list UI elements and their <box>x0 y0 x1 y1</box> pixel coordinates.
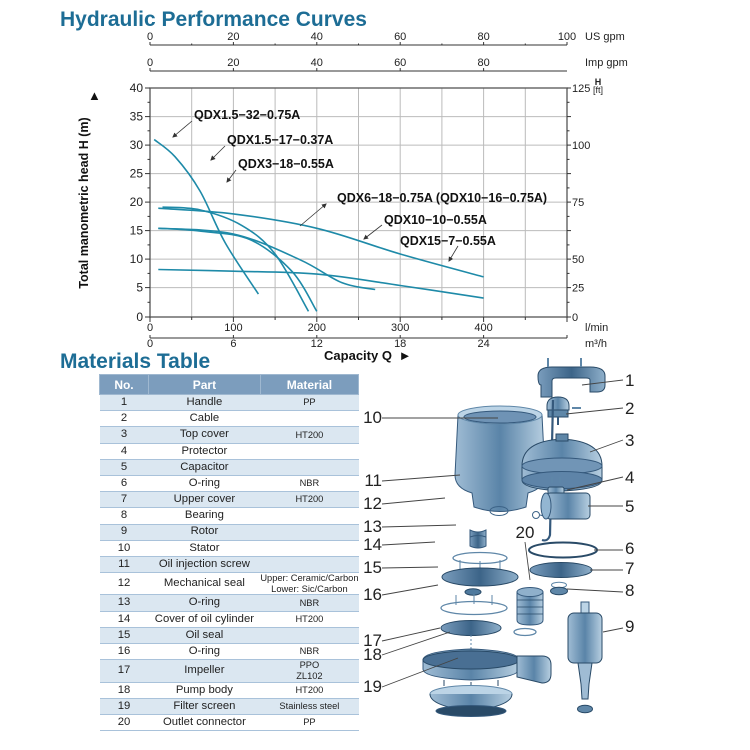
svg-text:20: 20 <box>130 195 144 209</box>
svg-text:►: ► <box>399 348 412 363</box>
svg-text:[ft]: [ft] <box>593 85 603 95</box>
svg-text:25: 25 <box>572 283 584 295</box>
svg-text:15: 15 <box>130 224 144 238</box>
svg-text:0: 0 <box>572 312 578 324</box>
svg-text:7: 7 <box>625 559 634 578</box>
svg-text:100: 100 <box>558 31 576 43</box>
svg-text:40: 40 <box>311 57 323 69</box>
svg-text:Capacity Q: Capacity Q <box>324 348 392 363</box>
svg-text:30: 30 <box>130 138 144 152</box>
svg-text:300: 300 <box>391 322 409 334</box>
svg-text:24: 24 <box>477 338 489 350</box>
svg-text:9: 9 <box>625 617 634 636</box>
svg-text:35: 35 <box>130 110 144 124</box>
svg-text:100: 100 <box>572 140 590 152</box>
svg-text:125: 125 <box>572 83 590 95</box>
svg-text:8: 8 <box>625 581 634 600</box>
svg-text:12: 12 <box>311 338 323 350</box>
svg-text:3: 3 <box>625 431 634 450</box>
svg-text:18: 18 <box>363 645 382 664</box>
svg-text:50: 50 <box>572 254 584 266</box>
svg-text:2: 2 <box>625 399 634 418</box>
svg-text:QDX1.5−17−0.37A: QDX1.5−17−0.37A <box>227 133 333 147</box>
svg-text:l/min: l/min <box>585 322 608 334</box>
svg-text:0: 0 <box>136 310 143 324</box>
svg-text:100: 100 <box>224 322 242 334</box>
svg-text:0: 0 <box>147 322 153 334</box>
svg-text:m³/h: m³/h <box>585 338 607 350</box>
svg-text:QDX3−18−0.55A: QDX3−18−0.55A <box>238 157 334 171</box>
svg-text:QDX15−7−0.55A: QDX15−7−0.55A <box>400 234 496 248</box>
svg-text:40: 40 <box>130 81 144 95</box>
svg-text:11: 11 <box>364 471 382 490</box>
svg-text:60: 60 <box>394 57 406 69</box>
svg-text:QDX6−18−0.75A (QDX10−16−0.75A): QDX6−18−0.75A (QDX10−16−0.75A) <box>337 191 547 205</box>
svg-text:1: 1 <box>625 371 634 390</box>
svg-text:QDX1.5−32−0.75A: QDX1.5−32−0.75A <box>194 108 300 122</box>
svg-text:6: 6 <box>625 539 634 558</box>
svg-text:10: 10 <box>363 408 382 427</box>
svg-text:▲: ▲ <box>88 88 101 103</box>
svg-text:13: 13 <box>363 517 382 536</box>
svg-text:20: 20 <box>227 31 239 43</box>
svg-text:80: 80 <box>477 31 489 43</box>
svg-text:200: 200 <box>308 322 326 334</box>
svg-text:80: 80 <box>477 57 489 69</box>
svg-text:12: 12 <box>363 494 382 513</box>
svg-text:0: 0 <box>147 57 153 69</box>
svg-text:4: 4 <box>625 468 634 487</box>
svg-text:20: 20 <box>516 523 535 542</box>
svg-text:75: 75 <box>572 197 584 209</box>
svg-text:25: 25 <box>130 167 144 181</box>
svg-text:15: 15 <box>363 558 382 577</box>
svg-text:6: 6 <box>230 338 236 350</box>
svg-text:5: 5 <box>136 281 143 295</box>
svg-text:16: 16 <box>363 585 382 604</box>
svg-text:0: 0 <box>147 338 153 350</box>
svg-text:20: 20 <box>227 57 239 69</box>
svg-text:Imp gpm: Imp gpm <box>585 57 628 69</box>
svg-text:10: 10 <box>130 252 144 266</box>
svg-text:QDX10−10−0.55A: QDX10−10−0.55A <box>384 213 487 227</box>
svg-text:14: 14 <box>363 535 382 554</box>
svg-text:US gpm: US gpm <box>585 31 625 43</box>
svg-text:0: 0 <box>147 31 153 43</box>
svg-text:Total manometric head H (m): Total manometric head H (m) <box>77 117 91 288</box>
svg-text:60: 60 <box>394 31 406 43</box>
svg-text:400: 400 <box>474 322 492 334</box>
svg-text:5: 5 <box>625 497 634 516</box>
svg-text:40: 40 <box>311 31 323 43</box>
svg-text:19: 19 <box>363 677 382 696</box>
